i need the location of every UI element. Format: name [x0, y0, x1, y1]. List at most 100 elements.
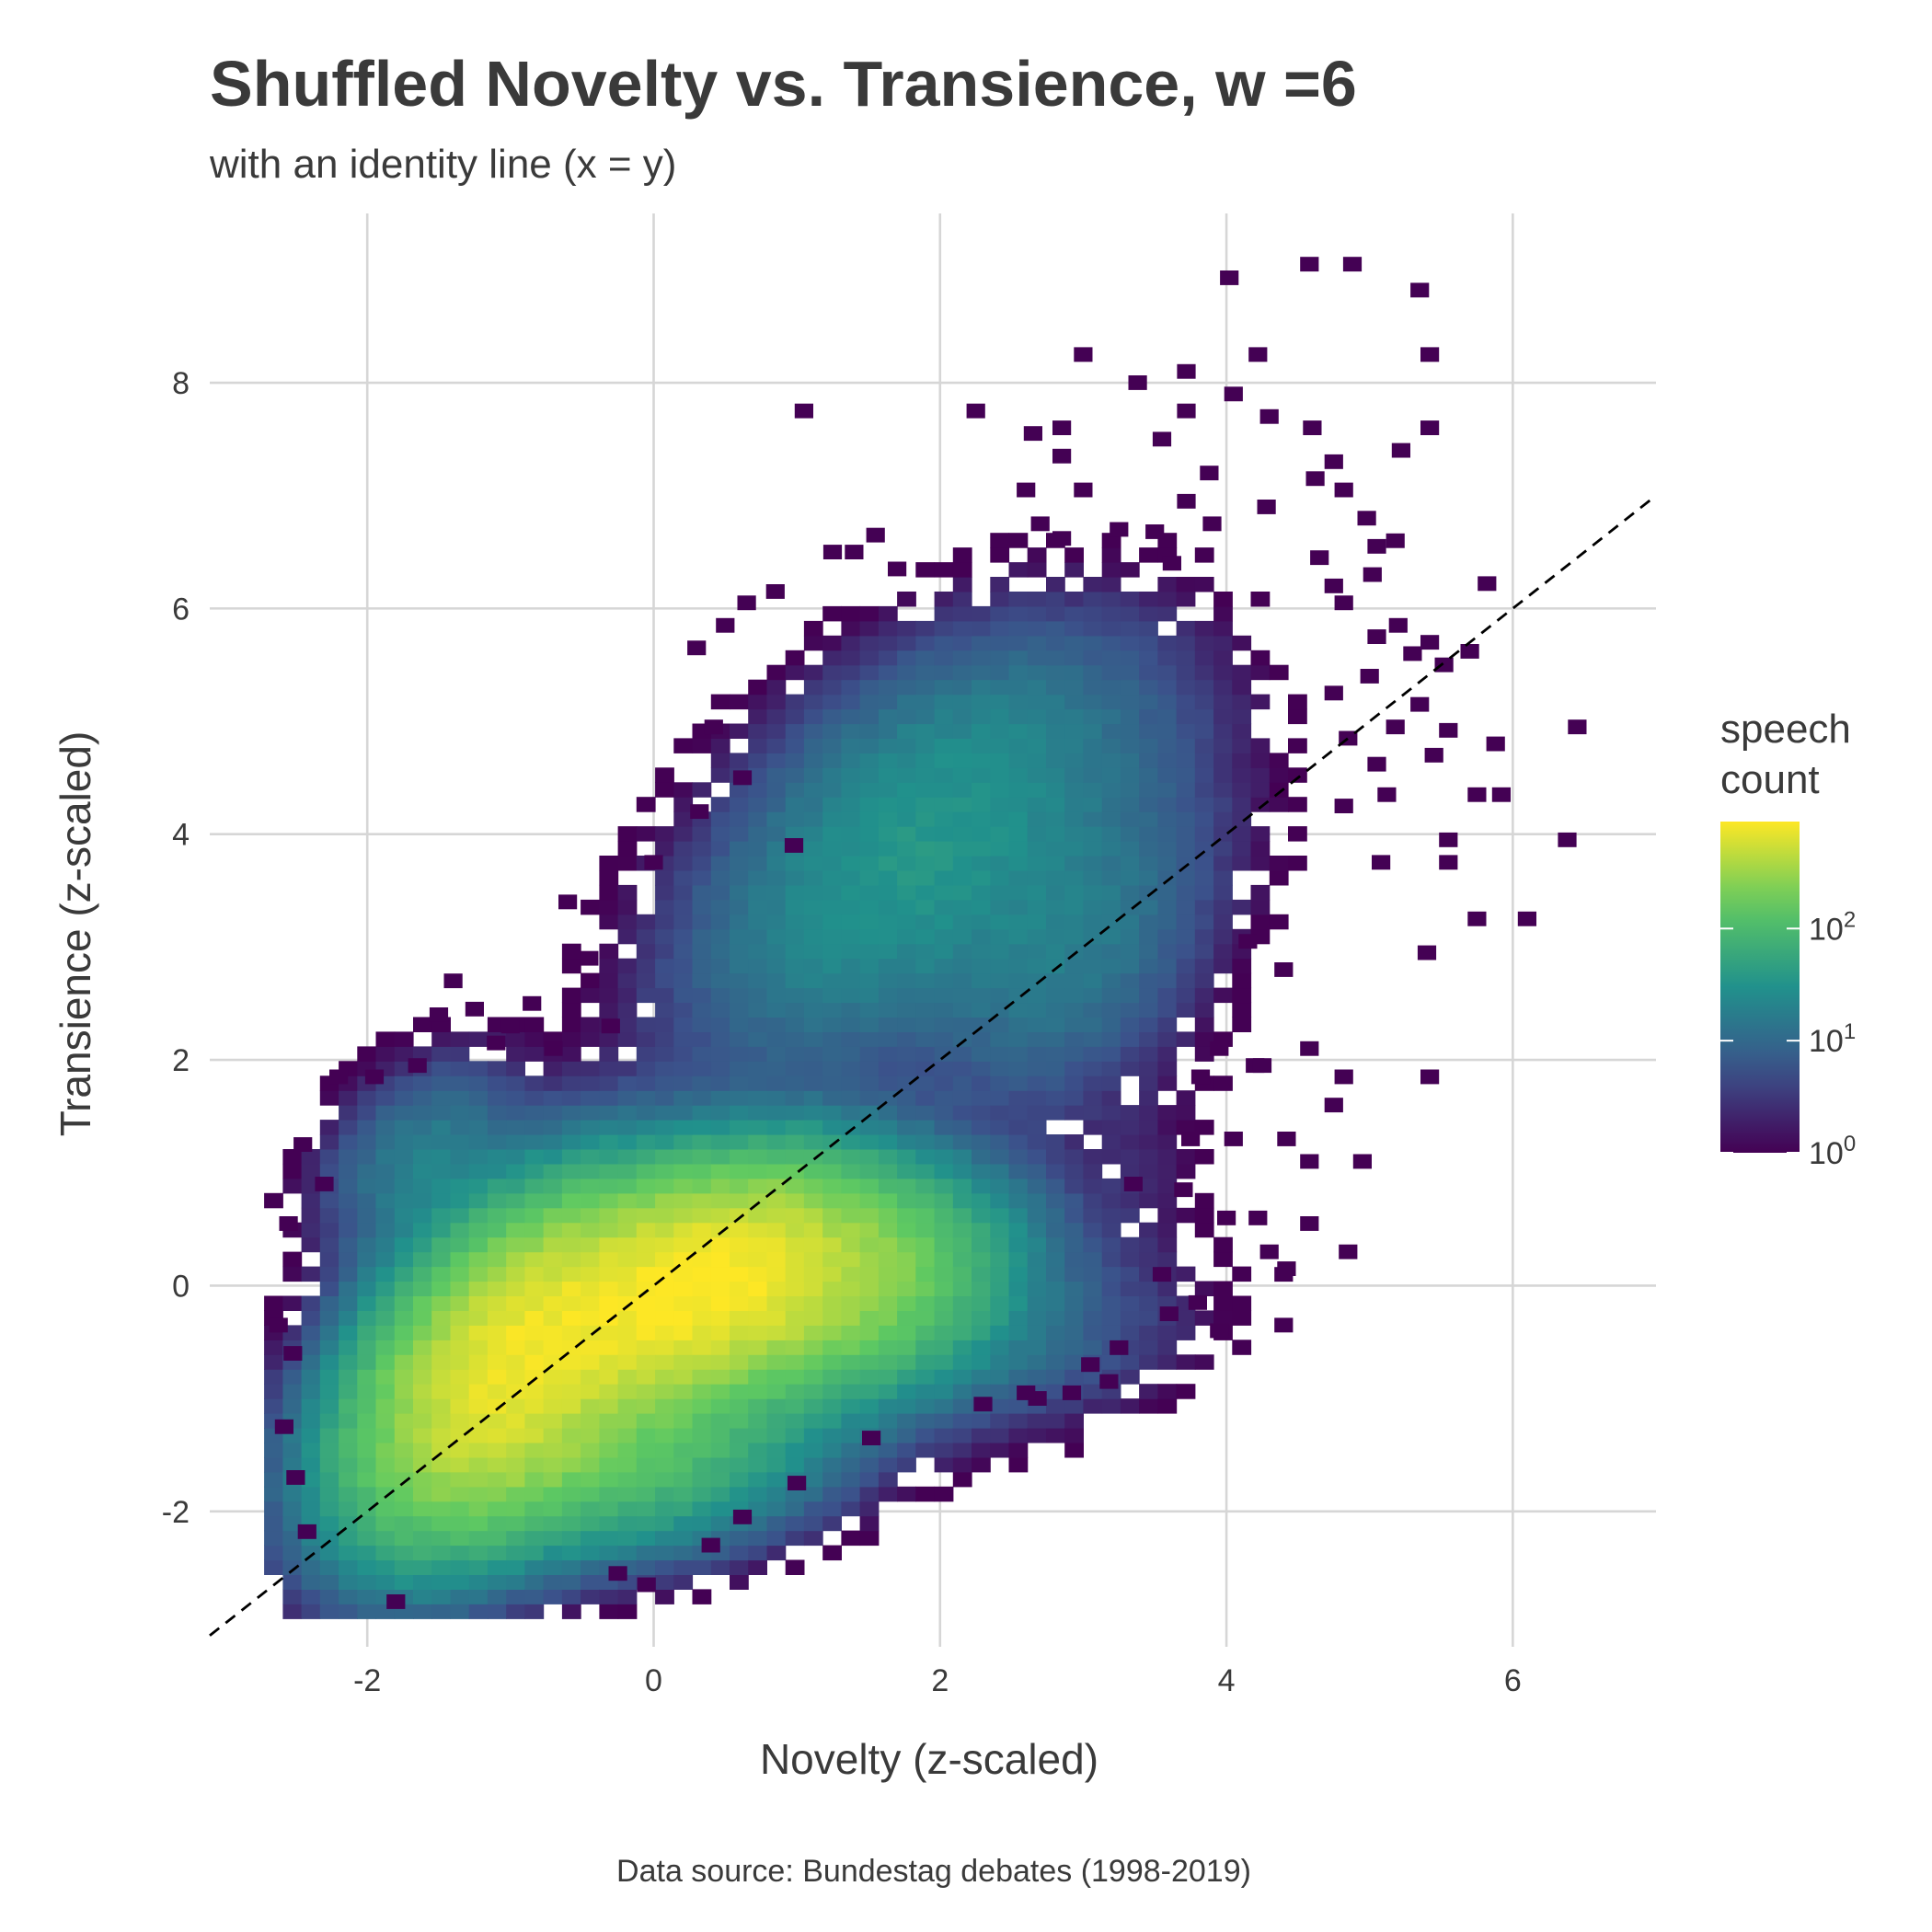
heatmap-bin — [1101, 884, 1121, 901]
heatmap-bin — [1064, 708, 1084, 725]
heatmap-bin — [990, 958, 1010, 974]
heatmap-bin — [915, 1398, 936, 1414]
heatmap-bin — [748, 782, 767, 798]
heatmap-bin — [1391, 443, 1410, 458]
heatmap-bin — [413, 1192, 432, 1209]
heatmap-bin — [972, 1354, 991, 1370]
heatmap-bin — [1157, 650, 1178, 666]
heatmap-bin — [766, 723, 787, 739]
heatmap-bin — [617, 1340, 638, 1355]
heatmap-bin — [655, 1134, 674, 1150]
heatmap-bin — [897, 753, 916, 768]
heatmap-bin — [859, 1471, 880, 1488]
legend-tick-label: 102 — [1809, 907, 1856, 947]
heatmap-bin — [897, 1413, 916, 1429]
heatmap-bin — [1194, 1002, 1214, 1018]
heatmap-bin — [1213, 1075, 1233, 1091]
heatmap-bin — [301, 1369, 321, 1385]
heatmap-bin — [599, 1369, 619, 1385]
sparse-bins — [269, 257, 1587, 1609]
heatmap-bin — [934, 1017, 954, 1032]
heatmap-bin — [915, 1207, 936, 1224]
heatmap-bin — [465, 1001, 484, 1017]
heatmap-bin — [413, 1413, 432, 1429]
heatmap-bin — [841, 1149, 861, 1165]
heatmap-bin — [730, 870, 749, 886]
heatmap-bin — [841, 1384, 861, 1399]
heatmap-bin — [841, 694, 861, 710]
heatmap-bin — [915, 1251, 936, 1268]
heatmap-bin — [1101, 1325, 1121, 1340]
heatmap-bin — [1157, 928, 1178, 945]
heatmap-bin — [1139, 767, 1158, 783]
heatmap-bin — [375, 1398, 396, 1414]
heatmap-bin — [766, 1515, 787, 1532]
heatmap-bin — [357, 1149, 377, 1165]
heatmap-bin — [897, 958, 916, 974]
heatmap-bin — [859, 856, 880, 871]
heatmap-bin — [524, 1325, 545, 1340]
heatmap-bin — [1139, 1310, 1158, 1326]
heatmap-bin — [561, 1589, 581, 1604]
heatmap-bin — [1238, 934, 1258, 949]
heatmap-bin — [1083, 972, 1103, 989]
heatmap-bin — [730, 1017, 749, 1032]
heatmap-bin — [1074, 347, 1093, 362]
heatmap-bin — [1190, 1069, 1211, 1085]
heatmap-bin — [617, 1456, 638, 1473]
heatmap-bin — [1008, 797, 1029, 812]
heatmap-bin — [897, 679, 916, 696]
heatmap-bin — [561, 943, 581, 960]
heatmap-bin — [1157, 635, 1178, 651]
heatmap-bin — [972, 782, 991, 798]
heatmap-bin — [822, 1443, 842, 1458]
heatmap-bin — [972, 694, 991, 710]
heatmap-bin — [841, 826, 861, 842]
heatmap-bin — [934, 899, 954, 915]
heatmap-bin — [450, 1501, 470, 1517]
heatmap-bin — [730, 1325, 749, 1340]
heatmap-bin — [543, 1398, 563, 1414]
heatmap-bin — [822, 826, 842, 842]
heatmap-bin — [972, 738, 991, 753]
heatmap-bin — [617, 826, 638, 842]
heatmap-bin — [506, 1384, 525, 1399]
heatmap-bin — [878, 1471, 898, 1488]
heatmap-bin — [990, 811, 1010, 827]
heatmap-bin — [1027, 1222, 1047, 1238]
heatmap-bin — [364, 1069, 385, 1085]
heatmap-bin — [561, 1310, 581, 1326]
heatmap-bin — [655, 826, 674, 842]
heatmap-bin — [655, 899, 674, 915]
heatmap-bin — [897, 1251, 916, 1268]
heatmap-bin — [1083, 1105, 1103, 1121]
heatmap-bin — [450, 1090, 470, 1106]
heatmap-bin — [730, 1251, 749, 1268]
heatmap-bin — [264, 1369, 283, 1385]
heatmap-bin — [1046, 826, 1065, 842]
heatmap-bin — [915, 841, 936, 857]
heatmap-bin — [608, 1566, 627, 1581]
heatmap-bin — [1194, 1207, 1214, 1224]
heatmap-bin — [822, 1222, 842, 1238]
heatmap-bin — [1269, 767, 1289, 783]
heatmap-bin — [1139, 884, 1158, 901]
heatmap-bin — [710, 1266, 730, 1282]
heatmap-bin — [581, 1281, 600, 1296]
heatmap-bin — [730, 1369, 749, 1385]
heatmap-bin — [1101, 753, 1121, 768]
heatmap-bin — [841, 914, 861, 930]
heatmap-bin — [803, 797, 823, 812]
heatmap-bin — [1083, 1090, 1103, 1106]
heatmap-bin — [1027, 1075, 1047, 1091]
heatmap-bin — [859, 1295, 880, 1311]
heatmap-bin — [897, 1031, 916, 1047]
heatmap-bin — [581, 1134, 600, 1150]
heatmap-bin — [543, 1428, 563, 1443]
heatmap-bin — [803, 1134, 823, 1150]
heatmap-bin — [915, 856, 936, 871]
heatmap-bin — [394, 1501, 414, 1517]
heatmap-bin — [841, 664, 861, 681]
heatmap-bin — [915, 1178, 936, 1194]
heatmap-bin — [487, 1266, 507, 1282]
